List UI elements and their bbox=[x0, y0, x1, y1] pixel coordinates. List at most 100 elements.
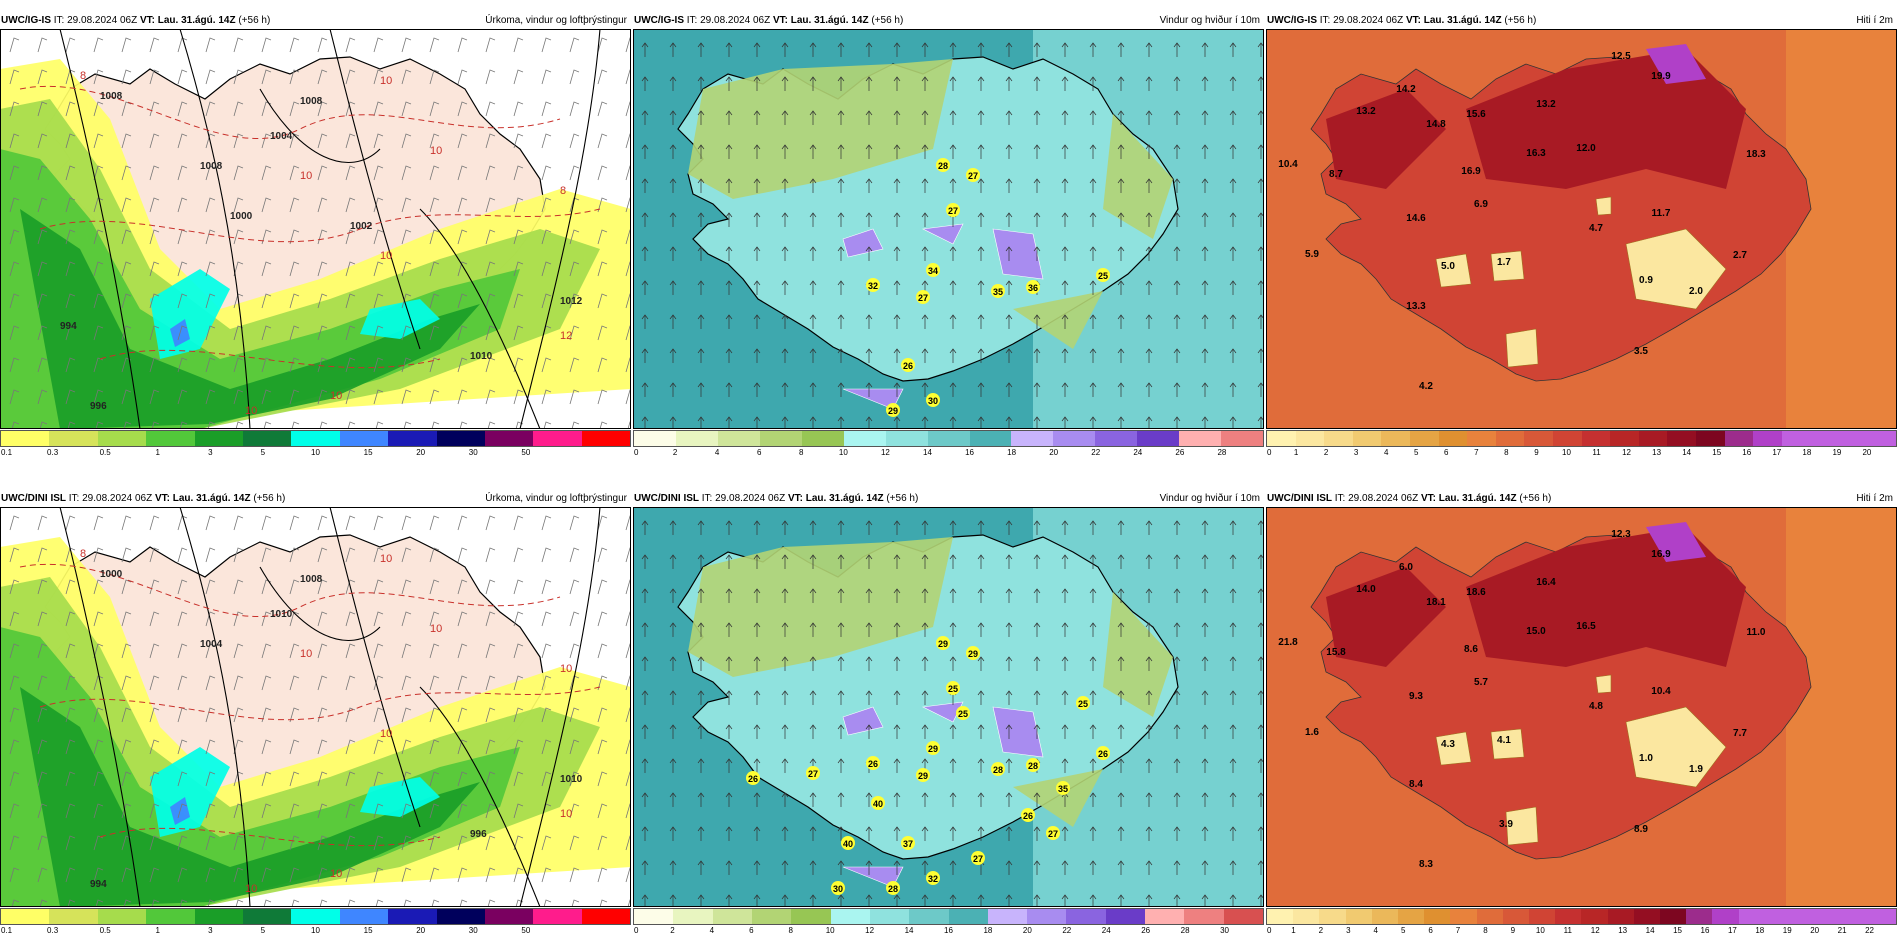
wind-arrow bbox=[641, 110, 649, 125]
colorbar-swatch bbox=[927, 431, 970, 446]
colorbar-swatch bbox=[801, 431, 844, 446]
wind-arrow bbox=[837, 314, 845, 329]
temp-label: 4.3 bbox=[1441, 739, 1455, 750]
gust-marker bbox=[966, 646, 980, 660]
gust-label: 26 bbox=[903, 361, 913, 371]
wind-arrow bbox=[669, 76, 677, 91]
wind-barb bbox=[373, 835, 384, 851]
wind-barb bbox=[429, 707, 440, 723]
wind-arrow bbox=[669, 622, 677, 637]
wind-barb bbox=[95, 421, 104, 429]
gust-marker bbox=[1056, 781, 1070, 795]
wind-arrow bbox=[865, 110, 873, 125]
wind-barb bbox=[9, 675, 20, 691]
colorbar-tick-label: 20 bbox=[1810, 926, 1820, 935]
wind-arrow bbox=[1089, 212, 1097, 227]
wind-barb bbox=[93, 37, 104, 53]
it-value: 29.08.2024 06Z bbox=[700, 15, 771, 26]
colorbar-swatch bbox=[1633, 909, 1661, 924]
wind-barb bbox=[317, 325, 328, 341]
wind-barb bbox=[289, 101, 300, 117]
wind-arrow bbox=[949, 382, 957, 397]
wind-barb bbox=[289, 325, 300, 341]
wind-barb bbox=[149, 867, 160, 883]
wind-barb bbox=[373, 197, 384, 213]
wind-arrow bbox=[697, 520, 705, 535]
wind-arrow bbox=[837, 280, 845, 295]
gust-marker bbox=[831, 881, 845, 895]
isotherm-label: 8 bbox=[560, 185, 566, 197]
wind-barb bbox=[569, 293, 580, 309]
wind-barb bbox=[429, 37, 440, 53]
colorbar-swatch bbox=[909, 909, 949, 924]
gust-label: 29 bbox=[928, 744, 938, 754]
wind-barb bbox=[485, 261, 496, 277]
wind-barb bbox=[401, 357, 412, 373]
colorbar-tick-label: 4 bbox=[714, 448, 720, 457]
wind-barb bbox=[9, 611, 20, 627]
wind-barb bbox=[37, 771, 48, 787]
isotherm-label: 10 bbox=[430, 623, 442, 635]
wind-arrow bbox=[837, 792, 845, 807]
wind-arrow bbox=[697, 792, 705, 807]
wind-barb bbox=[401, 261, 412, 277]
wind-barb bbox=[65, 197, 76, 213]
wind-arrow bbox=[697, 758, 705, 773]
wind-arrow bbox=[669, 42, 677, 57]
colorbar-tick-label: 22 bbox=[1091, 448, 1101, 457]
gust-marker bbox=[746, 771, 760, 785]
vt-label: VT: bbox=[772, 15, 788, 26]
isotherm-label: 10 bbox=[380, 75, 392, 87]
wind-barb bbox=[429, 739, 440, 755]
wind-arrow bbox=[837, 758, 845, 773]
wind-arrow bbox=[669, 826, 677, 841]
isobar-line bbox=[519, 29, 601, 429]
wind-arrow bbox=[1201, 42, 1209, 57]
colorbar-swatch bbox=[1027, 909, 1067, 924]
wind-arrow bbox=[725, 314, 733, 329]
gust-label: 32 bbox=[928, 874, 938, 884]
wind-arrow bbox=[641, 280, 649, 295]
wind-barb bbox=[177, 325, 188, 341]
wind-barb bbox=[233, 389, 244, 405]
vt-value: Lau. 31.ágú. 14Z bbox=[805, 493, 884, 504]
wind-arrow bbox=[837, 246, 845, 261]
wind-arrow bbox=[781, 144, 789, 159]
wind-barb bbox=[121, 69, 132, 85]
isobar-line bbox=[179, 29, 251, 429]
colorbar-tick-label: 30 bbox=[468, 448, 478, 457]
wind-barb bbox=[345, 357, 356, 373]
colorbar-tick-label: 10 bbox=[1535, 926, 1545, 935]
wind-barb bbox=[39, 421, 48, 429]
colorbar-tick-label: 21 bbox=[1837, 926, 1847, 935]
precip-area bbox=[360, 299, 440, 339]
wind-barb bbox=[121, 515, 132, 531]
wind-arrow bbox=[893, 724, 901, 739]
it-value: 29.08.2024 06Z bbox=[715, 493, 786, 504]
wind-arrow bbox=[1201, 588, 1209, 603]
wind-barb bbox=[177, 579, 188, 595]
wind-arrow bbox=[1117, 690, 1125, 705]
wind-barb bbox=[261, 69, 272, 85]
wind-barb bbox=[121, 611, 132, 627]
wind-arrow bbox=[753, 792, 761, 807]
colorbar-tick-label: 0 bbox=[634, 448, 639, 457]
wind-arrow bbox=[1117, 622, 1125, 637]
isotherm-label: 12 bbox=[560, 330, 572, 342]
wind-barb bbox=[457, 515, 468, 531]
wind-arrow bbox=[1173, 520, 1181, 535]
wind-arrow bbox=[1061, 246, 1069, 261]
colorbar-tick-label: 7 bbox=[1455, 926, 1461, 935]
wind-arrow bbox=[949, 826, 957, 841]
wind-arrow bbox=[1117, 520, 1125, 535]
wind-arrow bbox=[809, 622, 817, 637]
colorbar-swatch bbox=[1607, 909, 1634, 924]
wind-arrow bbox=[697, 622, 705, 637]
colorbar-tick-label: 8 bbox=[1504, 448, 1509, 457]
wind-arrow bbox=[809, 212, 817, 227]
wind-arrow bbox=[1229, 724, 1237, 739]
colorbar-swatch bbox=[242, 431, 292, 446]
temp-label: 5.7 bbox=[1474, 677, 1488, 688]
wind-arrow bbox=[1173, 110, 1181, 125]
wind-arrow bbox=[1005, 690, 1013, 705]
